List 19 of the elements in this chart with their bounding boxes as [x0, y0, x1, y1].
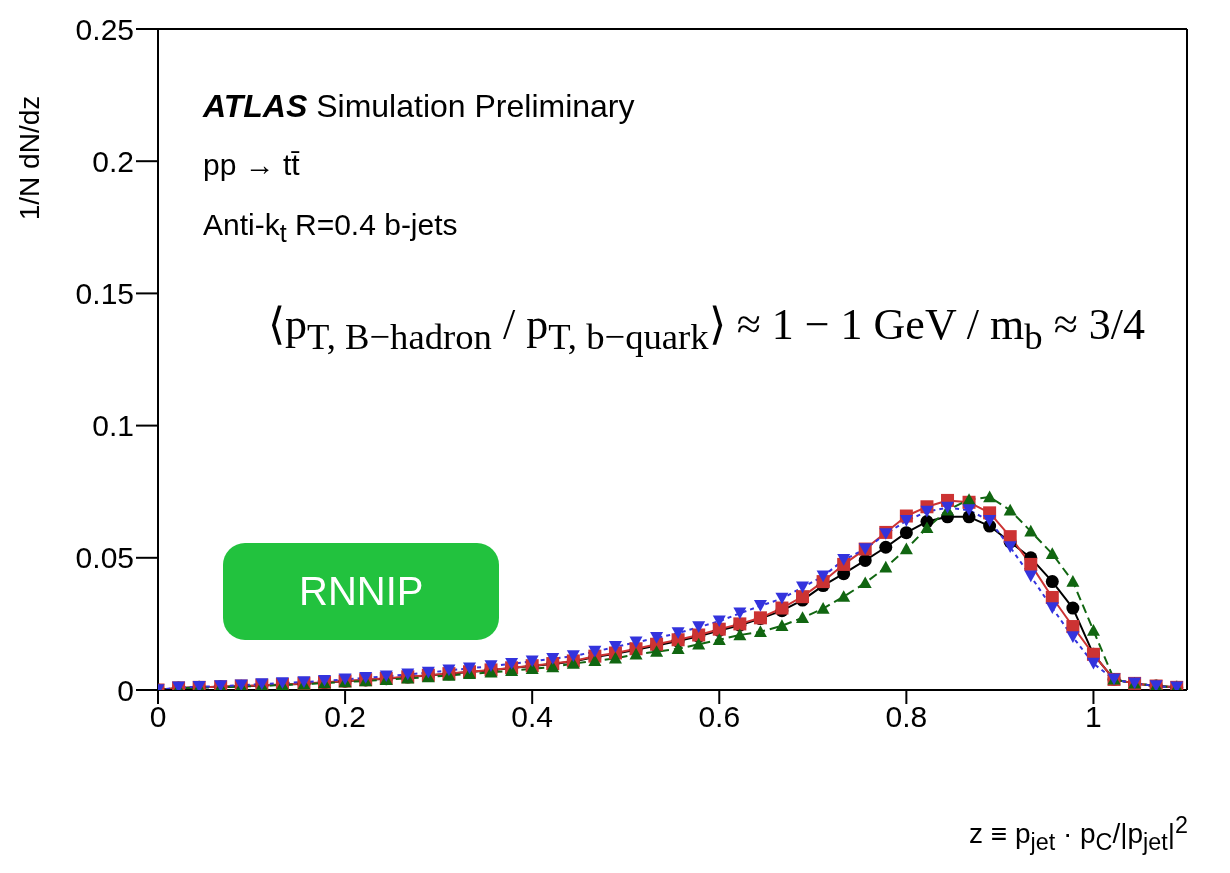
y-tick-label: 0.2 — [92, 144, 134, 178]
y-tick-label: 0.25 — [75, 12, 134, 46]
annotation: pp → tt̄ — [203, 148, 300, 182]
y-tick-label: 0.1 — [92, 409, 134, 443]
rounded-label-box: RNNIP — [223, 543, 500, 640]
y-tick-label: 0.15 — [75, 277, 134, 311]
x-axis-title: z ≡ p$_{jet}$ · p$_{C}$/|p$_{jet}$|$^{2}$ — [969, 812, 1188, 856]
annotation: ⟨p$_{T, B−hadron}$ / p$_{T, b−quark}$⟩ ≈ 1 − 1 GeV / m$_{b}$ ≈ 3/4 — [268, 299, 1146, 358]
x-tick-label: 0.2 — [324, 700, 366, 734]
y-tick-label: 0 — [117, 673, 134, 707]
x-tick-label: 0.4 — [511, 700, 554, 734]
x-tick-label: 1 — [1085, 700, 1102, 734]
y-tick-label: 0.05 — [75, 541, 134, 575]
y-axis-title: 1/N dN/dz — [14, 95, 46, 221]
x-tick-label: 0.6 — [698, 700, 741, 734]
annotation: ATLAS Simulation Preliminary — [203, 88, 635, 125]
x-tick-label: 0 — [149, 700, 167, 734]
x-tick-label: 0.8 — [885, 700, 928, 734]
annotation: Anti-k$_{t}$ R=0.4 b-jets — [203, 208, 458, 248]
